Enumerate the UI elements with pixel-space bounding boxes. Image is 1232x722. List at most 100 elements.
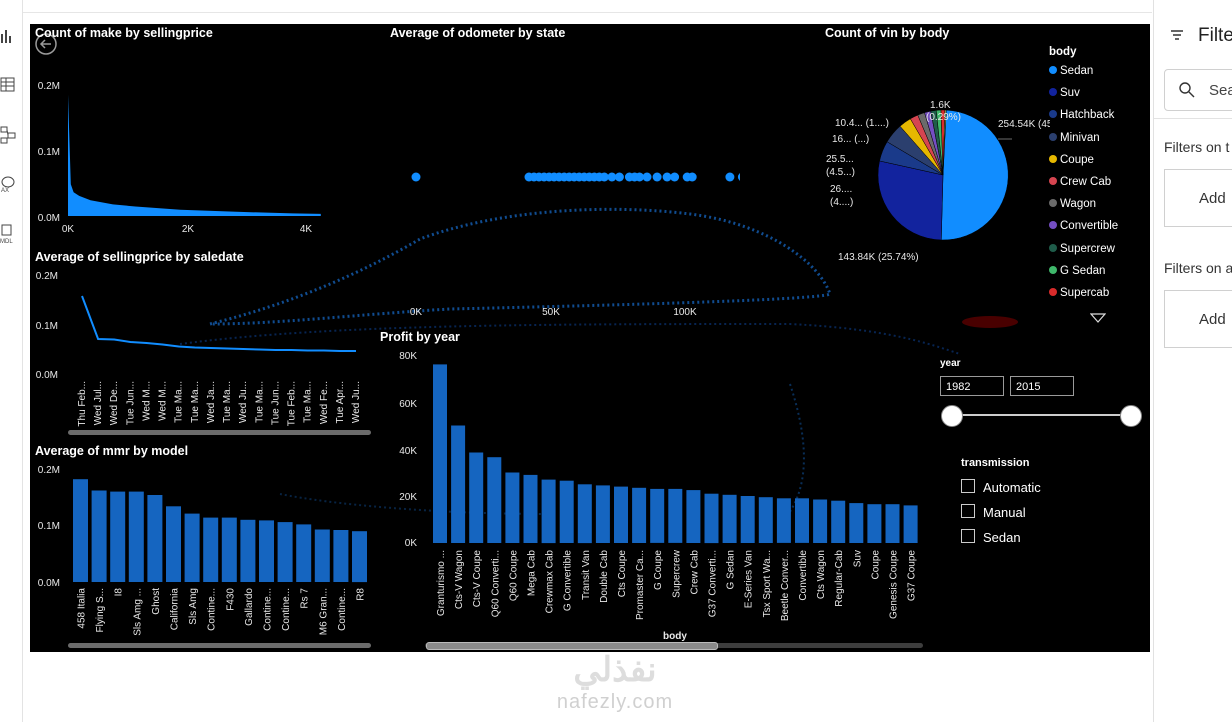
checkbox[interactable] <box>961 504 975 518</box>
state-point[interactable] <box>687 172 697 182</box>
pie-slice-sedan[interactable] <box>941 109 1009 241</box>
horizontal-scrollbar[interactable] <box>68 430 371 435</box>
bar[interactable] <box>559 480 574 543</box>
bar[interactable] <box>795 498 809 543</box>
checkbox[interactable] <box>961 479 975 493</box>
bar[interactable] <box>203 517 219 582</box>
bar[interactable] <box>885 504 900 543</box>
bar[interactable] <box>505 472 520 544</box>
state-point[interactable] <box>599 172 609 182</box>
legend-item[interactable]: Minivan <box>1049 132 1100 144</box>
make-by-price-chart[interactable]: 0.2M 0.1M 0.0M 0K 2K 4K <box>30 64 360 236</box>
bar[interactable] <box>740 496 755 543</box>
year-from-input[interactable]: 1982 <box>940 376 1004 396</box>
state-point[interactable] <box>725 172 735 182</box>
bar[interactable] <box>433 364 447 543</box>
legend-more-down-icon[interactable] <box>1089 310 1107 328</box>
table-view-icon[interactable] <box>0 77 16 95</box>
bar[interactable] <box>166 506 181 582</box>
add-data-fields-well[interactable]: Add <box>1164 290 1232 348</box>
bar[interactable] <box>221 517 237 582</box>
transmission-option-sedan[interactable]: Sedan <box>961 529 1021 545</box>
bar[interactable] <box>541 479 556 544</box>
bar[interactable] <box>650 488 665 543</box>
bar[interactable] <box>314 529 330 583</box>
legend-item[interactable]: Sedan <box>1049 65 1093 77</box>
state-point[interactable] <box>614 172 624 182</box>
bar[interactable] <box>632 487 647 543</box>
filter-search-box[interactable]: Sea <box>1164 69 1232 111</box>
bar[interactable] <box>73 479 88 582</box>
checkbox[interactable] <box>961 529 975 543</box>
profit-by-year-chart[interactable]: 80K 60K 40K 20K 0K Granturismo ... Cts-V … <box>385 347 935 642</box>
vin-by-body-pie[interactable]: 254.54K (45.55%) 143.84K (25.74%) 1.6K (… <box>800 84 1050 274</box>
dax-query-view-icon[interactable]: AX <box>0 175 16 194</box>
bar[interactable] <box>296 524 312 582</box>
legend-item[interactable]: Supercrew <box>1049 243 1115 255</box>
bar[interactable] <box>487 457 502 543</box>
bar[interactable] <box>469 452 484 544</box>
bar[interactable] <box>776 498 791 543</box>
bar[interactable] <box>352 531 367 583</box>
bar[interactable] <box>614 486 628 543</box>
pie-slice-suv[interactable] <box>877 160 944 241</box>
bar[interactable] <box>259 520 274 582</box>
bar[interactable] <box>523 474 538 543</box>
bar[interactable] <box>867 504 882 543</box>
horizontal-scrollbar-thumb[interactable] <box>426 642 718 650</box>
bar[interactable] <box>758 497 773 543</box>
legend-item[interactable]: Supercab <box>1049 287 1109 299</box>
bar[interactable] <box>277 522 293 582</box>
bar[interactable] <box>184 513 200 582</box>
bar[interactable] <box>147 495 163 582</box>
bar[interactable] <box>903 505 918 543</box>
bar[interactable] <box>240 519 256 582</box>
bar[interactable] <box>110 491 126 582</box>
bar[interactable] <box>831 500 846 543</box>
state-point[interactable] <box>607 172 617 182</box>
tmdl-view-icon[interactable]: MDL <box>0 224 16 245</box>
odometer-by-state-chart[interactable]: 0K 50K 100K <box>400 154 740 322</box>
legend-item[interactable]: Hatchback <box>1049 109 1114 121</box>
legend-item[interactable]: Coupe <box>1049 154 1094 166</box>
bar[interactable] <box>451 425 466 544</box>
state-point[interactable] <box>642 172 652 182</box>
report-view-bar-chart-icon[interactable] <box>0 28 16 46</box>
year-to-input[interactable]: 2015 <box>1010 376 1074 396</box>
horizontal-scrollbar[interactable] <box>68 643 371 648</box>
legend-item[interactable]: G Sedan <box>1049 265 1105 277</box>
add-data-fields-well[interactable]: Add <box>1164 169 1232 227</box>
bar[interactable] <box>813 499 828 544</box>
bar[interactable] <box>595 485 610 543</box>
year-slider-max-handle[interactable] <box>1120 405 1142 427</box>
pie-slice-other[interactable] <box>942 109 947 176</box>
state-point[interactable] <box>670 172 680 182</box>
transmission-option-manual[interactable]: Manual <box>961 504 1026 520</box>
state-point[interactable] <box>737 173 740 182</box>
back-arrow-icon[interactable] <box>34 32 58 56</box>
bar[interactable] <box>91 490 107 583</box>
price-by-saledate-chart[interactable]: 0.2M 0.1M 0.0M Thu Feb... Wed Jul... Wed D… <box>30 267 370 437</box>
state-point[interactable] <box>662 172 672 182</box>
bar[interactable] <box>722 494 737 543</box>
legend-item[interactable]: Crew Cab <box>1049 176 1111 188</box>
bar[interactable] <box>333 530 349 582</box>
bar[interactable] <box>686 490 701 543</box>
legend-item[interactable]: Convertible <box>1049 220 1118 232</box>
legend-item[interactable]: Suv <box>1049 87 1080 99</box>
x-category-label: Rs 7 <box>300 588 311 609</box>
state-point[interactable] <box>635 172 644 182</box>
bar[interactable] <box>128 491 144 582</box>
state-point[interactable] <box>652 172 662 182</box>
x-category-label: Cts Wagon <box>816 550 827 599</box>
mmr-by-model-chart[interactable]: 0.2M 0.1M 0.0M 458 Italia Flying S... I8 Sl… <box>30 461 375 641</box>
state-point[interactable] <box>411 172 421 182</box>
model-view-icon[interactable] <box>0 126 16 144</box>
bar[interactable] <box>704 493 719 544</box>
year-slider-min-handle[interactable] <box>941 405 963 427</box>
transmission-option-automatic[interactable]: Automatic <box>961 479 1041 495</box>
legend-item[interactable]: Wagon <box>1049 198 1096 210</box>
bar[interactable] <box>577 484 592 544</box>
bar[interactable] <box>668 488 683 543</box>
bar[interactable] <box>849 503 864 543</box>
